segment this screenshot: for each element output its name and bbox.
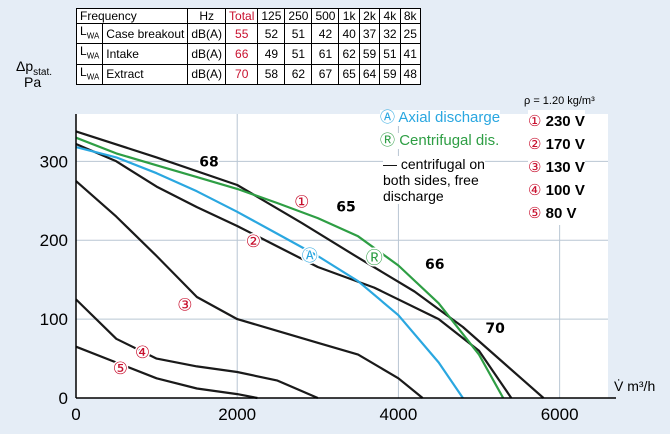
x-tick-label: 4000 — [380, 405, 418, 424]
x-axis-label: V̇ m³/h — [614, 378, 656, 394]
y-tick-label: 100 — [40, 310, 68, 329]
total-cell: 55 — [225, 22, 259, 45]
value-cell: 64 — [358, 63, 381, 86]
curve-annotation: Ⓡ — [366, 248, 383, 268]
value-cell: 62 — [284, 63, 313, 86]
density-note: ρ = 1.20 kg/m³ — [524, 95, 595, 107]
curve-annotation: ③ — [177, 296, 192, 316]
curve-annotation: ⑤ — [113, 359, 128, 379]
value-cell: 41 — [399, 43, 421, 65]
value-cell: 51 — [284, 22, 313, 45]
value-cell: 40 — [338, 22, 360, 45]
value-cell: 67 — [311, 63, 340, 86]
sound-data-table: Frequency Hz Total 125 250 500 1k 2k 4k … — [75, 8, 421, 86]
curve-170-v — [75, 142, 513, 399]
value-cell: 59 — [379, 63, 401, 86]
lwa-cell: LWA — [75, 63, 104, 86]
legend-voltage: ⑤ 80 V — [528, 205, 577, 222]
legend-line: both sides, free — [383, 172, 479, 188]
header-cell: Total — [225, 8, 259, 24]
curve-annotation: Ⓐ — [302, 246, 318, 265]
value-cell: 61 — [311, 43, 340, 65]
row-label: Intake — [102, 43, 189, 65]
row-label: Case breakout — [102, 22, 189, 45]
value-cell: 52 — [257, 22, 286, 45]
lwa-cell: LWA — [75, 43, 104, 65]
x-tick-label: 6000 — [541, 405, 579, 424]
curve-annotation: ① — [294, 192, 309, 212]
curve-100-v — [75, 298, 319, 400]
curve-centrifugal-dis- — [75, 136, 505, 399]
y-tick-label: 0 — [59, 389, 68, 408]
legend-voltage: ② 170 V — [528, 136, 585, 153]
value-cell: 51 — [284, 43, 313, 65]
x-tick-label: 0 — [71, 405, 80, 424]
unit-cell: dB(A) — [187, 43, 227, 65]
centrifugal-symbol: Ⓡ — [380, 132, 396, 149]
unit-cell: dB(A) — [187, 63, 227, 86]
table-row: LWA Extract dB(A) 70 58 62 67 65 64 59 4… — [75, 63, 421, 86]
axial-symbol: Ⓐ — [380, 109, 396, 126]
legend-both-sides: — centrifugal on both sides, free discha… — [383, 156, 485, 204]
legend-line: — centrifugal on — [383, 156, 485, 172]
curve-annotation: 68 — [199, 154, 218, 170]
x-tick-label: 2000 — [218, 405, 256, 424]
y-tick-label: 300 — [40, 152, 68, 171]
table-header-row: Frequency Hz Total 125 250 500 1k 2k 4k … — [75, 8, 421, 24]
header-cell: 1k — [338, 8, 360, 24]
header-cell: 250 — [284, 8, 313, 24]
total-cell: 70 — [225, 63, 259, 86]
value-cell: 48 — [399, 63, 421, 86]
value-cell: 65 — [338, 63, 360, 86]
axial-label: Axial discharge — [398, 109, 501, 126]
value-cell: 49 — [257, 43, 286, 65]
value-cell: 42 — [311, 22, 340, 45]
lwa-cell: LWA — [75, 22, 104, 45]
legend-line: discharge — [383, 188, 444, 204]
curve-80-v — [75, 345, 258, 400]
header-cell: 500 — [311, 8, 340, 24]
curve-axial-discharge — [75, 146, 464, 399]
value-cell: 37 — [358, 22, 381, 45]
curve-annotation: 65 — [336, 199, 355, 215]
legend-voltage: ③ 130 V — [528, 159, 585, 176]
value-cell: 62 — [338, 43, 360, 65]
curve-annotation: ② — [246, 232, 261, 252]
legend-voltages: ① 230 V ② 170 V ③ 130 V ④ 100 V ⑤ 80 V — [528, 110, 585, 225]
total-cell: 66 — [225, 43, 259, 65]
legend-voltage: ④ 100 V — [528, 182, 585, 199]
y-tick-label: 200 — [40, 231, 68, 250]
legend-axial: Ⓐ Axial discharge — [380, 109, 501, 126]
ticks: 0 2000 4000 6000 0 100 200 300 — [40, 152, 579, 424]
centrifugal-label: Centrifugal dis. — [399, 132, 500, 149]
table-row: LWA Intake dB(A) 66 49 51 61 62 59 51 41 — [75, 43, 421, 65]
curve-annotation: ④ — [135, 343, 150, 363]
header-cell: 2k — [358, 8, 381, 24]
row-label: Extract — [102, 63, 189, 86]
curve-130-v — [75, 180, 424, 399]
header-cell: Hz — [187, 8, 227, 24]
curve-annotation: 70 — [485, 321, 505, 337]
unit-cell: dB(A) — [187, 22, 227, 45]
curve-labels: 68 65 66 70 ① ② ③ ④⑤ Ⓐ Ⓡ — [111, 153, 506, 380]
value-cell: 51 — [379, 43, 401, 65]
header-cell: 125 — [257, 8, 286, 24]
legend-voltage: ① 230 V — [528, 113, 585, 130]
legend-centrifugal: Ⓡ Centrifugal dis. — [380, 132, 500, 149]
y-axis-unit: Pa — [24, 74, 42, 90]
value-cell: 58 — [257, 63, 286, 86]
curve-230-v — [75, 130, 545, 399]
table-row: LWA Case breakout dB(A) 55 52 51 42 40 3… — [75, 22, 421, 45]
header-cell: Frequency — [75, 8, 189, 24]
curve-annotation: 66 — [425, 257, 444, 273]
value-cell: 25 — [399, 22, 421, 45]
header-cell: 8k — [399, 8, 421, 24]
y-axis-label: Δpstat. — [16, 58, 53, 78]
axes — [75, 114, 616, 399]
curves — [75, 130, 545, 400]
header-cell: 4k — [379, 8, 401, 24]
value-cell: 59 — [358, 43, 381, 65]
value-cell: 32 — [379, 22, 401, 45]
